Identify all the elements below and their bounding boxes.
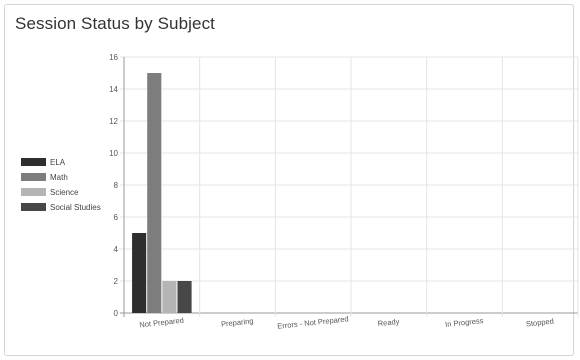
y-tick-label: 0: [114, 309, 119, 318]
x-tick-label: Stopped: [526, 317, 555, 329]
x-tick-label: Errors - Not Prepared: [277, 314, 349, 330]
chart-card: Session Status by Subject: [4, 4, 574, 356]
chart-title: Session Status by Subject: [15, 14, 216, 33]
y-tick-label: 4: [114, 245, 119, 254]
legend-swatch[interactable]: [21, 173, 46, 181]
legend-label[interactable]: Science: [50, 188, 79, 197]
y-tick-label: 16: [109, 53, 118, 62]
legend-swatch[interactable]: [21, 203, 46, 211]
y-tick-label: 2: [114, 277, 119, 286]
y-tick-label: 14: [109, 85, 118, 94]
bar-social-studies-not-prepared[interactable]: [177, 281, 192, 313]
bar-science-not-prepared[interactable]: [162, 281, 177, 313]
legend-swatch[interactable]: [21, 188, 46, 196]
x-tick-label: Not Prepared: [139, 316, 184, 330]
legend-label[interactable]: ELA: [50, 158, 66, 167]
x-tick-label: Preparing: [221, 316, 254, 328]
x-tick-label: Ready: [377, 317, 400, 328]
legend-swatch[interactable]: [21, 158, 46, 166]
y-tick-label: 8: [114, 181, 119, 190]
legend: ELA Math Science Social Studies: [21, 158, 101, 212]
y-tick-label: 10: [109, 149, 118, 158]
bar-math-not-prepared[interactable]: [147, 73, 162, 313]
grid-lines: [120, 56, 579, 317]
legend-label[interactable]: Social Studies: [50, 203, 101, 212]
y-tick-label: 12: [109, 117, 118, 126]
y-tick-label: 6: [114, 213, 119, 222]
x-tick-label: In Progress: [445, 316, 484, 329]
bar-ela-not-prepared[interactable]: [132, 233, 147, 313]
legend-label[interactable]: Math: [50, 173, 68, 182]
bars: [132, 73, 192, 313]
